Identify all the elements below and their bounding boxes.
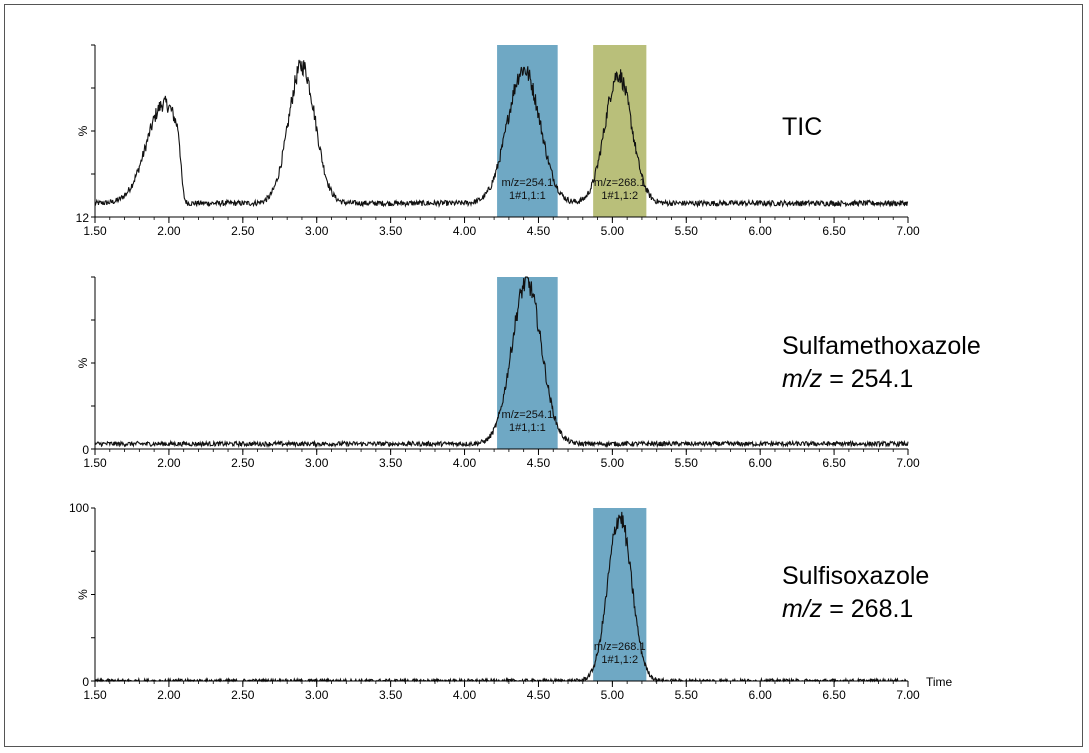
highlight-band-2 (593, 45, 647, 217)
y-tick-label: 12 (76, 211, 90, 225)
x-tick-label: 5.00 (601, 456, 625, 470)
peak-label-scan: 1#1,1:1 (509, 422, 546, 434)
x-tick-label: 1.50 (83, 456, 107, 470)
y-tick-label-bottom: 0 (82, 675, 89, 689)
peak-label-scan: 1#1,1:2 (601, 654, 638, 666)
peak-label-scan: 1#1,1:2 (601, 190, 638, 202)
x-tick-label: 5.00 (601, 224, 625, 238)
trace-mz-label: m/z = 268.1 (782, 595, 913, 623)
x-tick-label: 6.50 (822, 224, 846, 238)
peak-label-mz: m/z=254.1 (502, 177, 554, 189)
x-tick-label: 3.50 (379, 224, 403, 238)
x-tick-label: 2.50 (231, 224, 255, 238)
peak-label-mz: m/z=254.1 (502, 409, 554, 421)
x-tick-label: 4.50 (527, 688, 551, 702)
x-tick-label: 4.00 (453, 688, 477, 702)
y-tick-label: 0 (82, 443, 89, 457)
x-tick-label: 7.00 (896, 688, 920, 702)
y-tick-label-top: 100 (69, 501, 89, 515)
x-tick-label: 5.50 (675, 688, 699, 702)
mz-italic: m/z (782, 365, 823, 393)
x-axis-title: Time (926, 675, 953, 689)
x-tick-label: 2.00 (157, 224, 181, 238)
trace-name-label: Sulfisoxazole (782, 562, 929, 590)
x-tick-label: 6.00 (749, 224, 773, 238)
chromatogram-trace (94, 276, 909, 449)
y-axis-label: % (76, 357, 90, 368)
panel-sulfamethoxazole: 1.50 2.00 2.50 3.00 3.50 4.00 4.50 5.00 5.50 6.00… (76, 276, 981, 470)
x-tick-label: 5.50 (675, 456, 699, 470)
x-tick-label: 3.00 (305, 224, 329, 238)
x-tick-label: 3.00 (305, 688, 329, 702)
trace-mz-label: m/z = 254.1 (782, 365, 913, 393)
x-tick-label: 1.50 (83, 224, 107, 238)
panel-tic: 1.50 2.00 2.50 3.00 3.50 4.00 4.50 5.00 5.50 6.00… (76, 44, 920, 238)
x-tick-label: 6.50 (822, 688, 846, 702)
mz-value: = 268.1 (822, 595, 913, 623)
highlight-band-1 (497, 45, 558, 217)
x-tick-label: 3.50 (379, 456, 403, 470)
x-tick-label: 6.00 (749, 456, 773, 470)
mz-value: = 254.1 (822, 365, 913, 393)
x-tick-label: 7.00 (896, 456, 920, 470)
x-tick-label: 5.50 (675, 224, 699, 238)
x-tick-label: 4.00 (453, 456, 477, 470)
x-tick-label: 2.50 (231, 456, 255, 470)
x-tick-label: 1.50 (83, 688, 107, 702)
peak-label-mz: m/z=268.1 (594, 641, 646, 653)
chromatogram-trace (94, 59, 909, 209)
x-tick-label: 3.00 (305, 456, 329, 470)
trace-name-label: TIC (782, 113, 822, 141)
x-tick-label: 5.00 (601, 688, 625, 702)
peak-label-mz: m/z=268.1 (594, 177, 646, 189)
x-tick-label: 6.50 (822, 456, 846, 470)
x-tick-label: 2.00 (157, 456, 181, 470)
highlight-band-1 (497, 277, 558, 449)
x-tick-label: 4.50 (527, 456, 551, 470)
mz-italic: m/z (782, 595, 823, 623)
x-tick-label: 2.00 (157, 688, 181, 702)
trace-name-label: Sulfamethoxazole (782, 332, 981, 360)
x-tick-label: 4.00 (453, 224, 477, 238)
x-tick-label: 7.00 (896, 224, 920, 238)
x-tick-label: 3.50 (379, 688, 403, 702)
y-axis-label: % (76, 589, 90, 600)
highlight-band-1 (593, 508, 647, 681)
x-tick-label: 6.00 (749, 688, 773, 702)
x-tick-label: 2.50 (231, 688, 255, 702)
panel-sulfisoxazole: 1.50 2.00 2.50 3.00 3.50 4.00 4.50 5.00 5.50 6.00… (69, 501, 953, 702)
peak-label-scan: 1#1,1:1 (509, 190, 546, 202)
y-axis-label: % (76, 125, 90, 136)
x-tick-label: 4.50 (527, 224, 551, 238)
